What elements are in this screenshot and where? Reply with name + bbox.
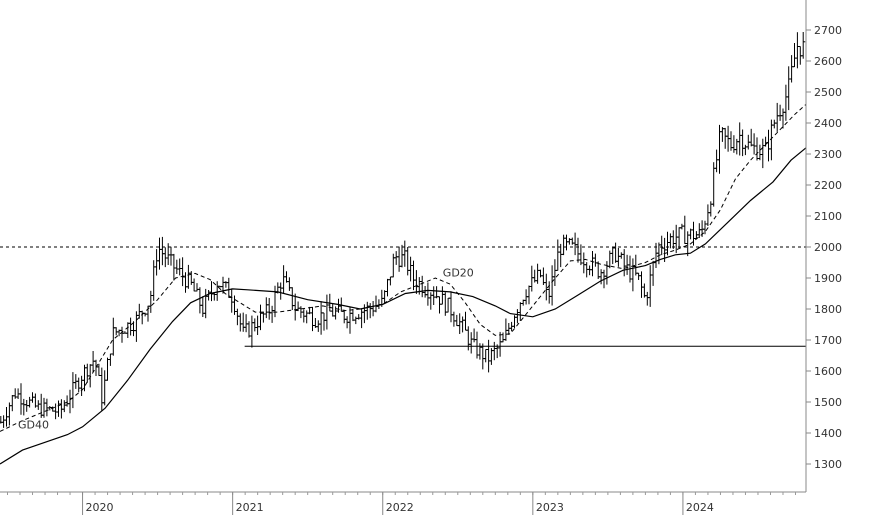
y-tick-label: 2000 xyxy=(814,241,842,254)
y-tick-label: 2700 xyxy=(814,24,842,37)
y-axis: 1300 1400 1500 1600 1700 1800 1900 2000 2100 2200… xyxy=(806,24,842,471)
x-axis: 2020 2021 2022 2023 2024 xyxy=(7,492,796,515)
y-tick-label: 2300 xyxy=(814,148,842,161)
x-tick-label: 2022 xyxy=(386,501,414,514)
annotation-label: GD20 xyxy=(443,266,474,279)
ohlc-bars xyxy=(0,32,806,428)
y-tick-label: 1800 xyxy=(814,303,842,316)
y-tick-label: 1500 xyxy=(814,396,842,409)
y-tick-label: 2600 xyxy=(814,55,842,68)
x-tick-label: 2021 xyxy=(236,501,264,514)
y-tick-label: 1600 xyxy=(814,365,842,378)
gd20-line xyxy=(0,104,807,432)
x-tick-label: 2023 xyxy=(536,501,564,514)
y-tick-label: 1700 xyxy=(814,334,842,347)
annotation-label: GD40 xyxy=(18,418,49,431)
annotations: GD40 GD20 xyxy=(18,266,474,431)
gd40-line xyxy=(0,147,807,465)
y-tick-label: 1400 xyxy=(814,427,842,440)
plot-background xyxy=(0,0,806,492)
y-tick-label: 2100 xyxy=(814,210,842,223)
y-tick-label: 1300 xyxy=(814,458,842,471)
reference-lines xyxy=(0,246,806,347)
y-tick-label: 1900 xyxy=(814,272,842,285)
x-tick-label: 2024 xyxy=(686,501,714,514)
x-tick-label: 2020 xyxy=(86,501,114,514)
y-tick-label: 2500 xyxy=(814,86,842,99)
y-tick-label: 2200 xyxy=(814,179,842,192)
y-tick-label: 2400 xyxy=(814,117,842,130)
